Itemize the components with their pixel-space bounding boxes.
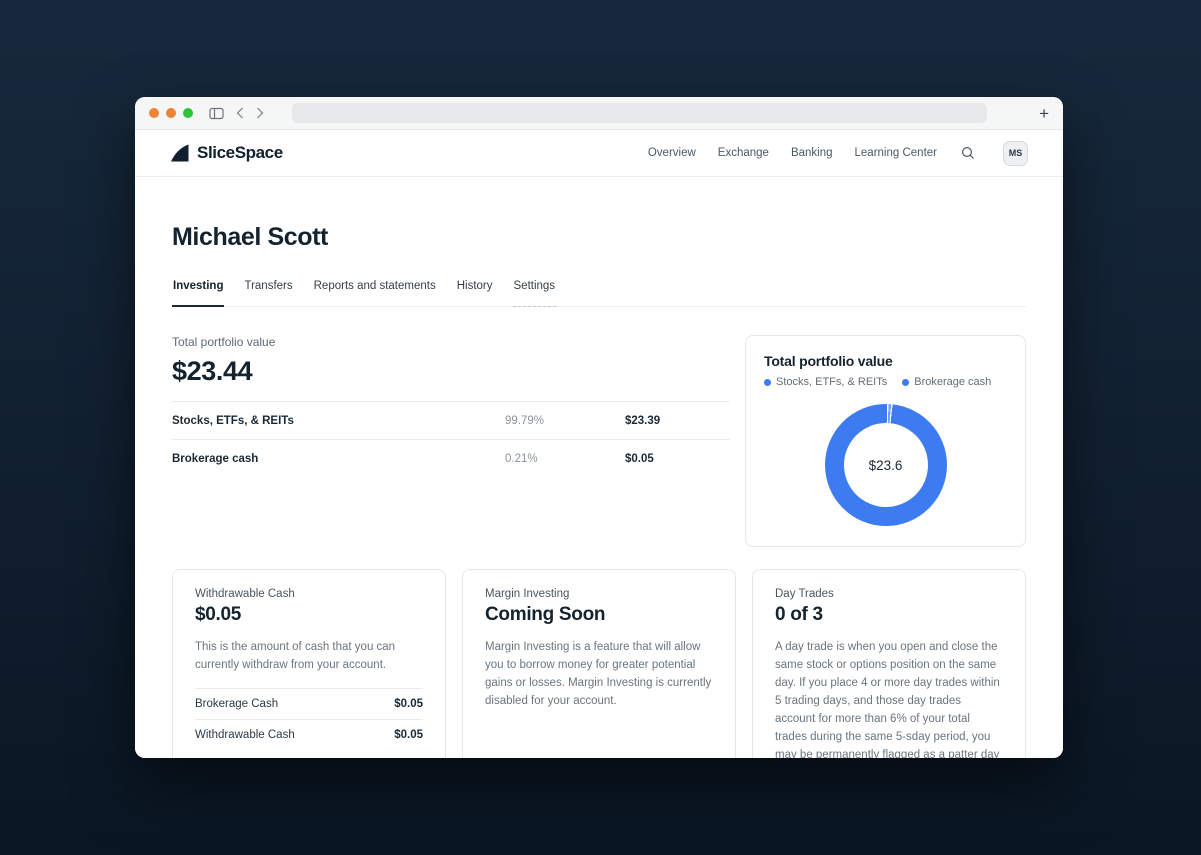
portfolio-section: Total portfolio value $23.44 Stocks, ETF… [172,335,1026,547]
nav-item-exchange[interactable]: Exchange [717,147,769,159]
row-value: $0.05 [394,728,423,741]
user-avatar[interactable]: MS [1003,140,1028,166]
withdrawable-cash-card: Withdrawable Cash $0.05 This is the amou… [172,569,446,758]
legend-dot-icon [902,378,910,386]
window-controls [149,108,193,118]
tab-reports-and-statements[interactable]: Reports and statements [313,280,436,292]
tab-history[interactable]: History [456,280,493,292]
minimize-window-button[interactable] [166,108,176,118]
url-bar[interactable] [292,103,988,123]
card-label: Day Trades [775,588,834,600]
app-header: SliceSpace Overview Exchange Banking Lea… [135,130,1063,177]
card-label: Margin Investing [485,588,570,600]
card-description: This is the amount of cash that you can … [195,641,396,671]
nav-item-learning-center[interactable]: Learning Center [854,147,937,159]
portfolio-value-label: Total portfolio value [172,335,276,349]
row-name: Withdrawable Cash [195,728,295,741]
portfolio-summary: Total portfolio value $23.44 Stocks, ETF… [172,335,730,477]
row-amount: $0.05 [625,452,654,465]
page-title: Michael Scott [172,223,328,251]
legend-label: Brokerage cash [914,376,992,388]
card-value: $0.05 [195,604,242,625]
page-content: Michael Scott Investing Transfers Report… [135,177,1063,758]
table-row: Stocks, ETFs, & REITs 99.79% $23.39 [172,401,730,439]
table-row: Brokerage Cash $0.05 [195,687,423,719]
chart-title: Total portfolio value [764,353,893,369]
forward-button[interactable] [256,107,264,119]
tab-settings[interactable]: Settings [512,278,557,307]
margin-investing-card: Margin Investing Coming Soon Margin Inve… [462,569,736,758]
app-nav: Overview Exchange Banking Learning Cente… [647,140,1028,166]
row-name: Brokerage cash [172,452,259,465]
tab-investing[interactable]: Investing [172,278,225,307]
portfolio-chart-card: Total portfolio value Stocks, ETFs, & RE… [745,335,1026,547]
legend-dot-icon [764,378,771,386]
cash-table: Brokerage Cash $0.05 Withdrawable Cash $… [195,687,423,750]
row-amount: $23.39 [625,414,661,427]
row-percent: 99.79% [505,414,545,427]
row-name: Brokerage Cash [195,697,279,710]
new-tab-button[interactable]: + [1039,103,1049,123]
info-cards: Withdrawable Cash $0.05 This is the amou… [172,569,1026,758]
row-value: $0.05 [394,697,423,710]
back-button[interactable] [236,107,244,119]
legend-item: Brokerage cash [902,376,991,388]
portfolio-table: Stocks, ETFs, & REITs 99.79% $23.39 Brok… [172,401,730,477]
day-trades-card: Day Trades 0 of 3 A day trade is when yo… [752,569,1026,758]
browser-window: + SliceSpace Overview Exchange Banking L… [135,97,1063,758]
chart-legend: Stocks, ETFs, & REITs Brokerage cash [764,376,1007,388]
portfolio-value: $23.44 [172,356,253,386]
row-percent: 0.21% [505,452,538,465]
card-description: A day trade is when you open and close t… [775,641,1000,758]
close-window-button[interactable] [149,108,159,118]
table-row: Brokerage cash 0.21% $0.05 [172,439,730,477]
brand-wedge-icon [170,143,190,163]
nav-item-banking[interactable]: Banking [790,147,833,159]
card-description: Margin Investing is a feature that will … [485,641,712,707]
donut-chart: $23.6 [824,404,947,526]
card-value: 0 of 3 [775,604,823,625]
search-icon[interactable] [961,146,975,160]
tab-transfers[interactable]: Transfers [244,280,293,292]
brand-logo[interactable]: SliceSpace [170,143,283,163]
brand-name: SliceSpace [197,143,283,162]
card-label: Withdrawable Cash [195,588,295,600]
sidebar-toggle-icon[interactable] [209,107,224,120]
legend-label: Stocks, ETFs, & REITs [776,376,888,388]
card-value: Coming Soon [485,604,606,625]
donut-hole: $23.6 [843,423,928,507]
browser-chrome: + [135,97,1063,130]
legend-item: Stocks, ETFs, & REITs [764,376,887,388]
zoom-window-button[interactable] [183,108,193,118]
tab-bar: Investing Transfers Reports and statemen… [172,278,1026,307]
donut-chart-wrap: $23.6 [764,404,1007,526]
nav-item-overview[interactable]: Overview [647,147,696,159]
table-row: Withdrawable Cash $0.05 [195,718,423,750]
row-name: Stocks, ETFs, & REITs [172,414,294,427]
donut-center-value: $23.6 [868,457,903,473]
